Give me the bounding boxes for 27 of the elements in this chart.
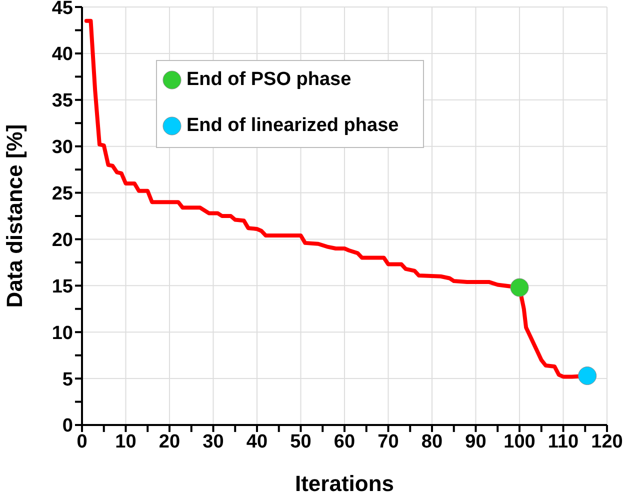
x-tick-label: 10 (115, 431, 136, 452)
x-tick-label: 30 (202, 431, 224, 452)
y-tick-label: 5 (62, 369, 74, 390)
x-tick-label: 0 (76, 431, 88, 452)
x-tick-label: 60 (334, 431, 356, 452)
x-tick-label: 80 (421, 431, 443, 452)
y-tick-label: 30 (52, 137, 73, 158)
x-tick-label: 90 (465, 431, 486, 452)
y-tick-label: 45 (52, 0, 74, 19)
y-axis-title: Data distance [%] (2, 124, 27, 308)
y-tick-label: 15 (52, 276, 74, 298)
y-tick-label: 40 (52, 44, 73, 66)
x-tick-label: 110 (548, 431, 579, 452)
x-tick-label: 20 (158, 431, 180, 452)
x-tick-label: 50 (290, 431, 312, 452)
legend-label: End of PSO phase (186, 69, 352, 91)
y-tick-label: 25 (52, 184, 74, 205)
x-tick-label: 120 (591, 431, 623, 452)
y-tick-label: 20 (52, 230, 73, 251)
legend-label: End of linearized phase (186, 115, 399, 137)
x-tick-label: 70 (378, 431, 399, 452)
x-tick-label: 40 (246, 431, 268, 452)
x-tick-label: 100 (504, 431, 536, 452)
y-tick-label: 10 (52, 322, 73, 344)
y-tick-label: 35 (52, 90, 74, 112)
y-tick-label: 0 (62, 416, 73, 437)
x-axis-title: Iterations (294, 471, 394, 496)
